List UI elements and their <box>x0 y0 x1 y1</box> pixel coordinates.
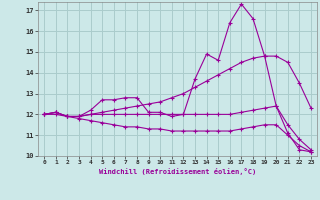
X-axis label: Windchill (Refroidissement éolien,°C): Windchill (Refroidissement éolien,°C) <box>99 168 256 175</box>
